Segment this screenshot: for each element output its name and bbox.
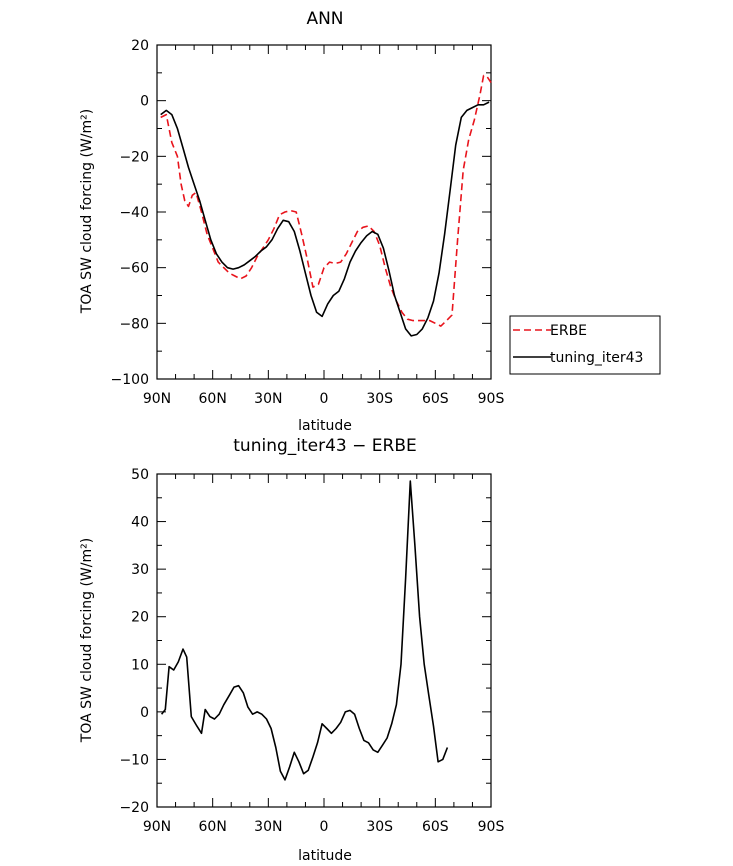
legend-label-erbe: ERBE bbox=[550, 323, 587, 339]
legend: ERBE tuning_iter43 bbox=[509, 315, 661, 375]
x-tick-label: 60N bbox=[199, 819, 227, 835]
x-axis-label: latitude bbox=[298, 848, 352, 864]
chart-title: ANN bbox=[306, 9, 343, 29]
y-tick-label: 0 bbox=[140, 94, 149, 110]
x-tick-label: 30N bbox=[254, 819, 282, 835]
x-tick-label: 90N bbox=[143, 391, 171, 407]
chart-title: tuning_iter43 − ERBE bbox=[233, 436, 416, 456]
y-tick-label: −10 bbox=[119, 752, 149, 768]
y-tick-label: 20 bbox=[131, 38, 149, 54]
x-tick-label: 30S bbox=[366, 391, 393, 407]
tick-layer: 90N 60N 30N 0 30S 60S 90S 20 0 −20 −40 −60 −80 −100 bbox=[111, 38, 505, 407]
y-tick-label: −20 bbox=[119, 149, 149, 165]
x-tick-label: 60S bbox=[422, 391, 449, 407]
x-tick-label: 60N bbox=[199, 391, 227, 407]
y-tick-label: 0 bbox=[140, 705, 149, 721]
x-tick-label: 90S bbox=[478, 819, 505, 835]
tick-layer: 90N 60N 30N 0 30S 60S 90S 50 40 30 20 10 0 −10 −20 bbox=[119, 467, 504, 835]
series-layer bbox=[160, 74, 492, 337]
y-tick-label: −40 bbox=[119, 205, 149, 221]
y-tick-label: 20 bbox=[131, 610, 149, 626]
x-axis-label: latitude bbox=[298, 418, 352, 434]
panel-bottom-difference: tuning_iter43 − ERBE TOA SW cloud forcin… bbox=[79, 436, 504, 864]
y-tick-label: 30 bbox=[131, 562, 149, 578]
x-tick-label: 30N bbox=[254, 391, 282, 407]
y-tick-label: −20 bbox=[119, 800, 149, 816]
y-axis-label: TOA SW cloud forcing (W/m²) bbox=[79, 538, 95, 743]
x-tick-label: 0 bbox=[320, 819, 329, 835]
legend-label-tuning: tuning_iter43 bbox=[550, 350, 643, 366]
series-line-erbe bbox=[160, 74, 492, 327]
plot-frame bbox=[156, 473, 492, 808]
legend-box bbox=[509, 315, 661, 375]
x-tick-label: 30S bbox=[366, 819, 393, 835]
series-line-difference-0 bbox=[160, 480, 449, 781]
y-tick-label: −100 bbox=[111, 372, 149, 388]
x-tick-label: 90S bbox=[478, 391, 505, 407]
x-tick-label: 60S bbox=[422, 819, 449, 835]
y-tick-label: 40 bbox=[131, 515, 149, 531]
panel-top-zonal-mean: ANN TOA SW cloud forcing (W/m²) latitude… bbox=[79, 9, 504, 434]
y-tick-label: −60 bbox=[119, 261, 149, 277]
x-tick-label: 90N bbox=[143, 819, 171, 835]
plot-frame bbox=[156, 44, 492, 380]
y-axis-label: TOA SW cloud forcing (W/m²) bbox=[79, 109, 95, 314]
series-layer bbox=[160, 480, 449, 781]
y-tick-label: −80 bbox=[119, 316, 149, 332]
series-line-tuning-iter43 bbox=[160, 101, 490, 337]
y-tick-label: 10 bbox=[131, 657, 149, 673]
y-tick-label: 50 bbox=[131, 467, 149, 483]
x-tick-label: 0 bbox=[320, 391, 329, 407]
